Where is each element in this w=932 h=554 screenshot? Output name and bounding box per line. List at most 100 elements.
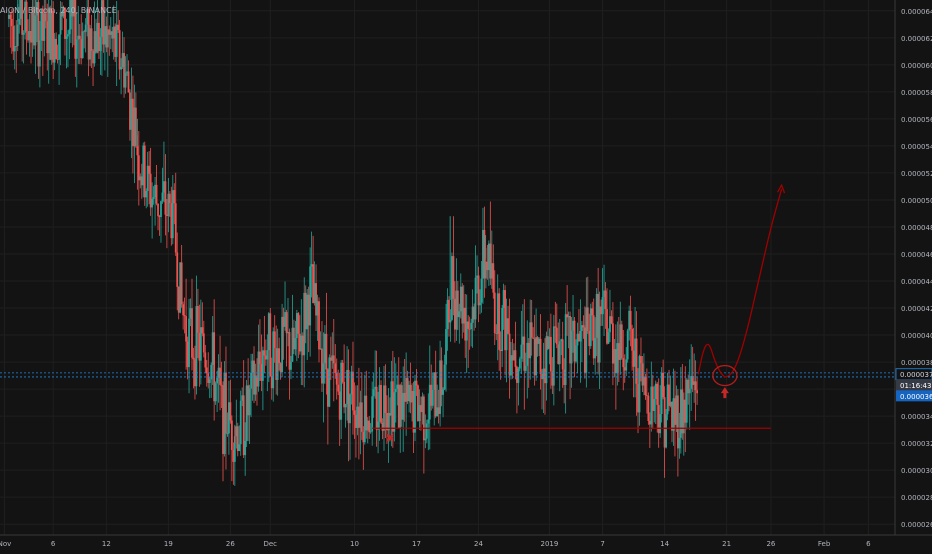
candle-body xyxy=(121,53,124,67)
candle-body xyxy=(304,292,307,330)
candle-body xyxy=(538,338,540,344)
candle-body xyxy=(78,35,81,40)
candle-body xyxy=(69,0,72,30)
candle-body xyxy=(567,316,570,318)
candle-body xyxy=(411,390,413,403)
candle-body xyxy=(526,342,529,366)
candle-body xyxy=(27,31,29,41)
candle-body xyxy=(696,390,698,394)
candle-body xyxy=(264,355,267,360)
candle-body xyxy=(445,329,447,365)
candle-body xyxy=(650,386,653,425)
candle-body xyxy=(374,386,377,390)
candle-body xyxy=(251,360,254,373)
time-tick-label: Feb xyxy=(818,540,831,548)
candle-body xyxy=(321,348,323,384)
candle-body xyxy=(174,203,177,253)
candle-body xyxy=(637,383,639,413)
candle-body xyxy=(337,384,340,392)
candle-body xyxy=(381,422,384,431)
candle-body xyxy=(139,176,142,181)
candle-body xyxy=(146,165,149,192)
candle-body xyxy=(603,290,605,298)
candle-body xyxy=(467,321,470,329)
candle-body xyxy=(514,350,517,367)
candle-body xyxy=(13,46,16,52)
candle-body xyxy=(415,380,418,386)
candle-body xyxy=(49,7,52,60)
candle-body xyxy=(239,400,242,445)
candle-body xyxy=(533,338,536,376)
price-axis[interactable]: 0.0000260 0.0000280 0.0000300 0.0000320 0.00… xyxy=(901,8,932,529)
candle-body xyxy=(622,358,625,368)
time-axis[interactable]: Nov 6 12 19 26 Dec 10 17 24 2019 7 14 21 26 Feb 6 xyxy=(0,540,871,548)
candle-body xyxy=(446,299,449,330)
candle-body xyxy=(551,371,554,386)
candle-body xyxy=(241,395,244,401)
price-tick-label: 0.0000600 xyxy=(901,62,932,70)
candle-body xyxy=(276,348,279,380)
candle-body xyxy=(470,322,473,330)
candle-body xyxy=(424,438,427,441)
candle-body xyxy=(46,21,49,54)
candle-body xyxy=(564,314,567,385)
candle-body xyxy=(235,426,238,437)
candle-body xyxy=(301,335,304,356)
candle-body xyxy=(644,376,647,396)
candle-body xyxy=(653,399,656,411)
candle-body xyxy=(194,359,196,387)
candle-body xyxy=(167,193,170,216)
price-label-box xyxy=(896,390,932,402)
price-tick-label: 0.0000280 xyxy=(901,494,932,502)
candle-body xyxy=(579,330,582,342)
price-tick-label: 0.0000260 xyxy=(901,521,932,529)
price-tick-label: 0.0000540 xyxy=(901,143,932,151)
time-tick-label: 26 xyxy=(766,540,775,548)
time-tick-label: Nov xyxy=(0,540,11,548)
candle-body xyxy=(539,338,542,375)
candle-body xyxy=(347,369,350,424)
candle-body xyxy=(61,12,63,17)
candle-body xyxy=(420,405,422,413)
candle-body xyxy=(427,419,430,424)
candle-body xyxy=(216,377,219,384)
candle-body xyxy=(189,308,192,319)
candle-body xyxy=(693,381,696,385)
candle-body xyxy=(547,336,549,349)
candle-body xyxy=(109,31,112,35)
candle-body xyxy=(403,392,406,402)
time-tick-label: 12 xyxy=(102,540,111,548)
time-tick-label: 26 xyxy=(226,540,235,548)
candles xyxy=(7,0,698,486)
candle-body xyxy=(62,7,65,17)
candle-body xyxy=(312,264,315,303)
candle-body xyxy=(229,402,232,421)
candle-body xyxy=(300,335,303,352)
candle-body xyxy=(293,327,295,350)
candle-body xyxy=(657,404,660,434)
candle-body xyxy=(591,308,594,316)
candle-body xyxy=(561,339,564,370)
candle-body xyxy=(346,369,348,405)
candle-body xyxy=(594,337,597,359)
candle-body xyxy=(161,192,164,202)
candle-body xyxy=(484,261,487,279)
candle-body xyxy=(313,283,316,303)
candle-body xyxy=(164,181,167,215)
time-tick-label: 17 xyxy=(412,540,421,548)
price-tick-label: 0.0000640 xyxy=(901,8,932,16)
price-label: 01:16:43 xyxy=(900,382,931,390)
candle-body xyxy=(210,364,213,380)
candle-body xyxy=(474,277,477,320)
candle-body xyxy=(604,290,607,310)
candle-body xyxy=(202,333,205,353)
candle-body xyxy=(41,8,44,41)
candle-body xyxy=(495,333,498,334)
candle-body xyxy=(275,348,278,380)
candle-body xyxy=(86,9,89,25)
candle-body xyxy=(267,313,270,351)
candle-body xyxy=(597,293,600,363)
candle-body xyxy=(402,392,405,420)
candle-body xyxy=(84,24,87,32)
